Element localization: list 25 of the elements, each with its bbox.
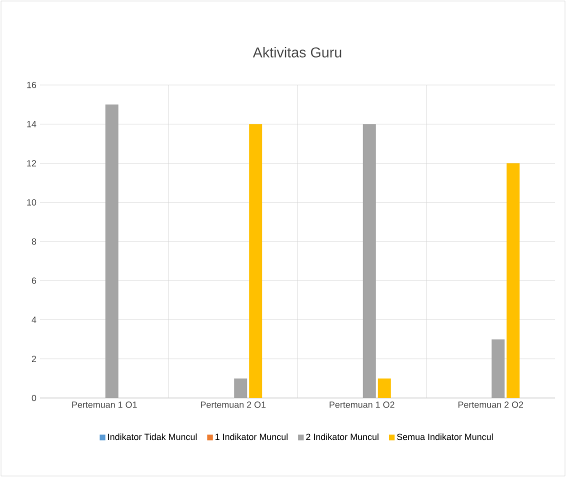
y-tick-label: 8 (32, 238, 36, 245)
bar (492, 339, 505, 398)
x-tick-label: Pertemuan 2 O1 (200, 402, 266, 408)
bar (105, 104, 118, 398)
bar (249, 124, 262, 398)
bar (378, 378, 391, 398)
bar (362, 124, 376, 398)
y-tick-label: 14 (27, 121, 36, 128)
legend-label: 1 Indikator Muncul (216, 433, 288, 440)
y-tick-label: 16 (27, 82, 36, 88)
bar (234, 378, 248, 398)
x-tick-label: Pertemuan 1 O2 (330, 402, 394, 408)
legend-label: 2 Indikator Muncul (306, 433, 378, 440)
bar (506, 163, 520, 398)
y-tick-label: 4 (32, 316, 36, 323)
x-tick-label: Pertemuan 1 O1 (72, 402, 137, 408)
y-tick-label: 10 (27, 199, 36, 206)
y-tick-label: 12 (27, 160, 36, 166)
y-tick-label: 2 (32, 356, 36, 362)
legend-label: Semua Indikator Muncul (397, 433, 493, 440)
legend-label: Indikator Tidak Muncul (108, 433, 197, 440)
y-tick-label: 0 (32, 394, 36, 402)
x-tick-label: Pertemuan 2 O2 (458, 402, 524, 408)
y-tick-label: 6 (32, 277, 36, 284)
chart-title: Aktivitas Guru (252, 46, 342, 58)
